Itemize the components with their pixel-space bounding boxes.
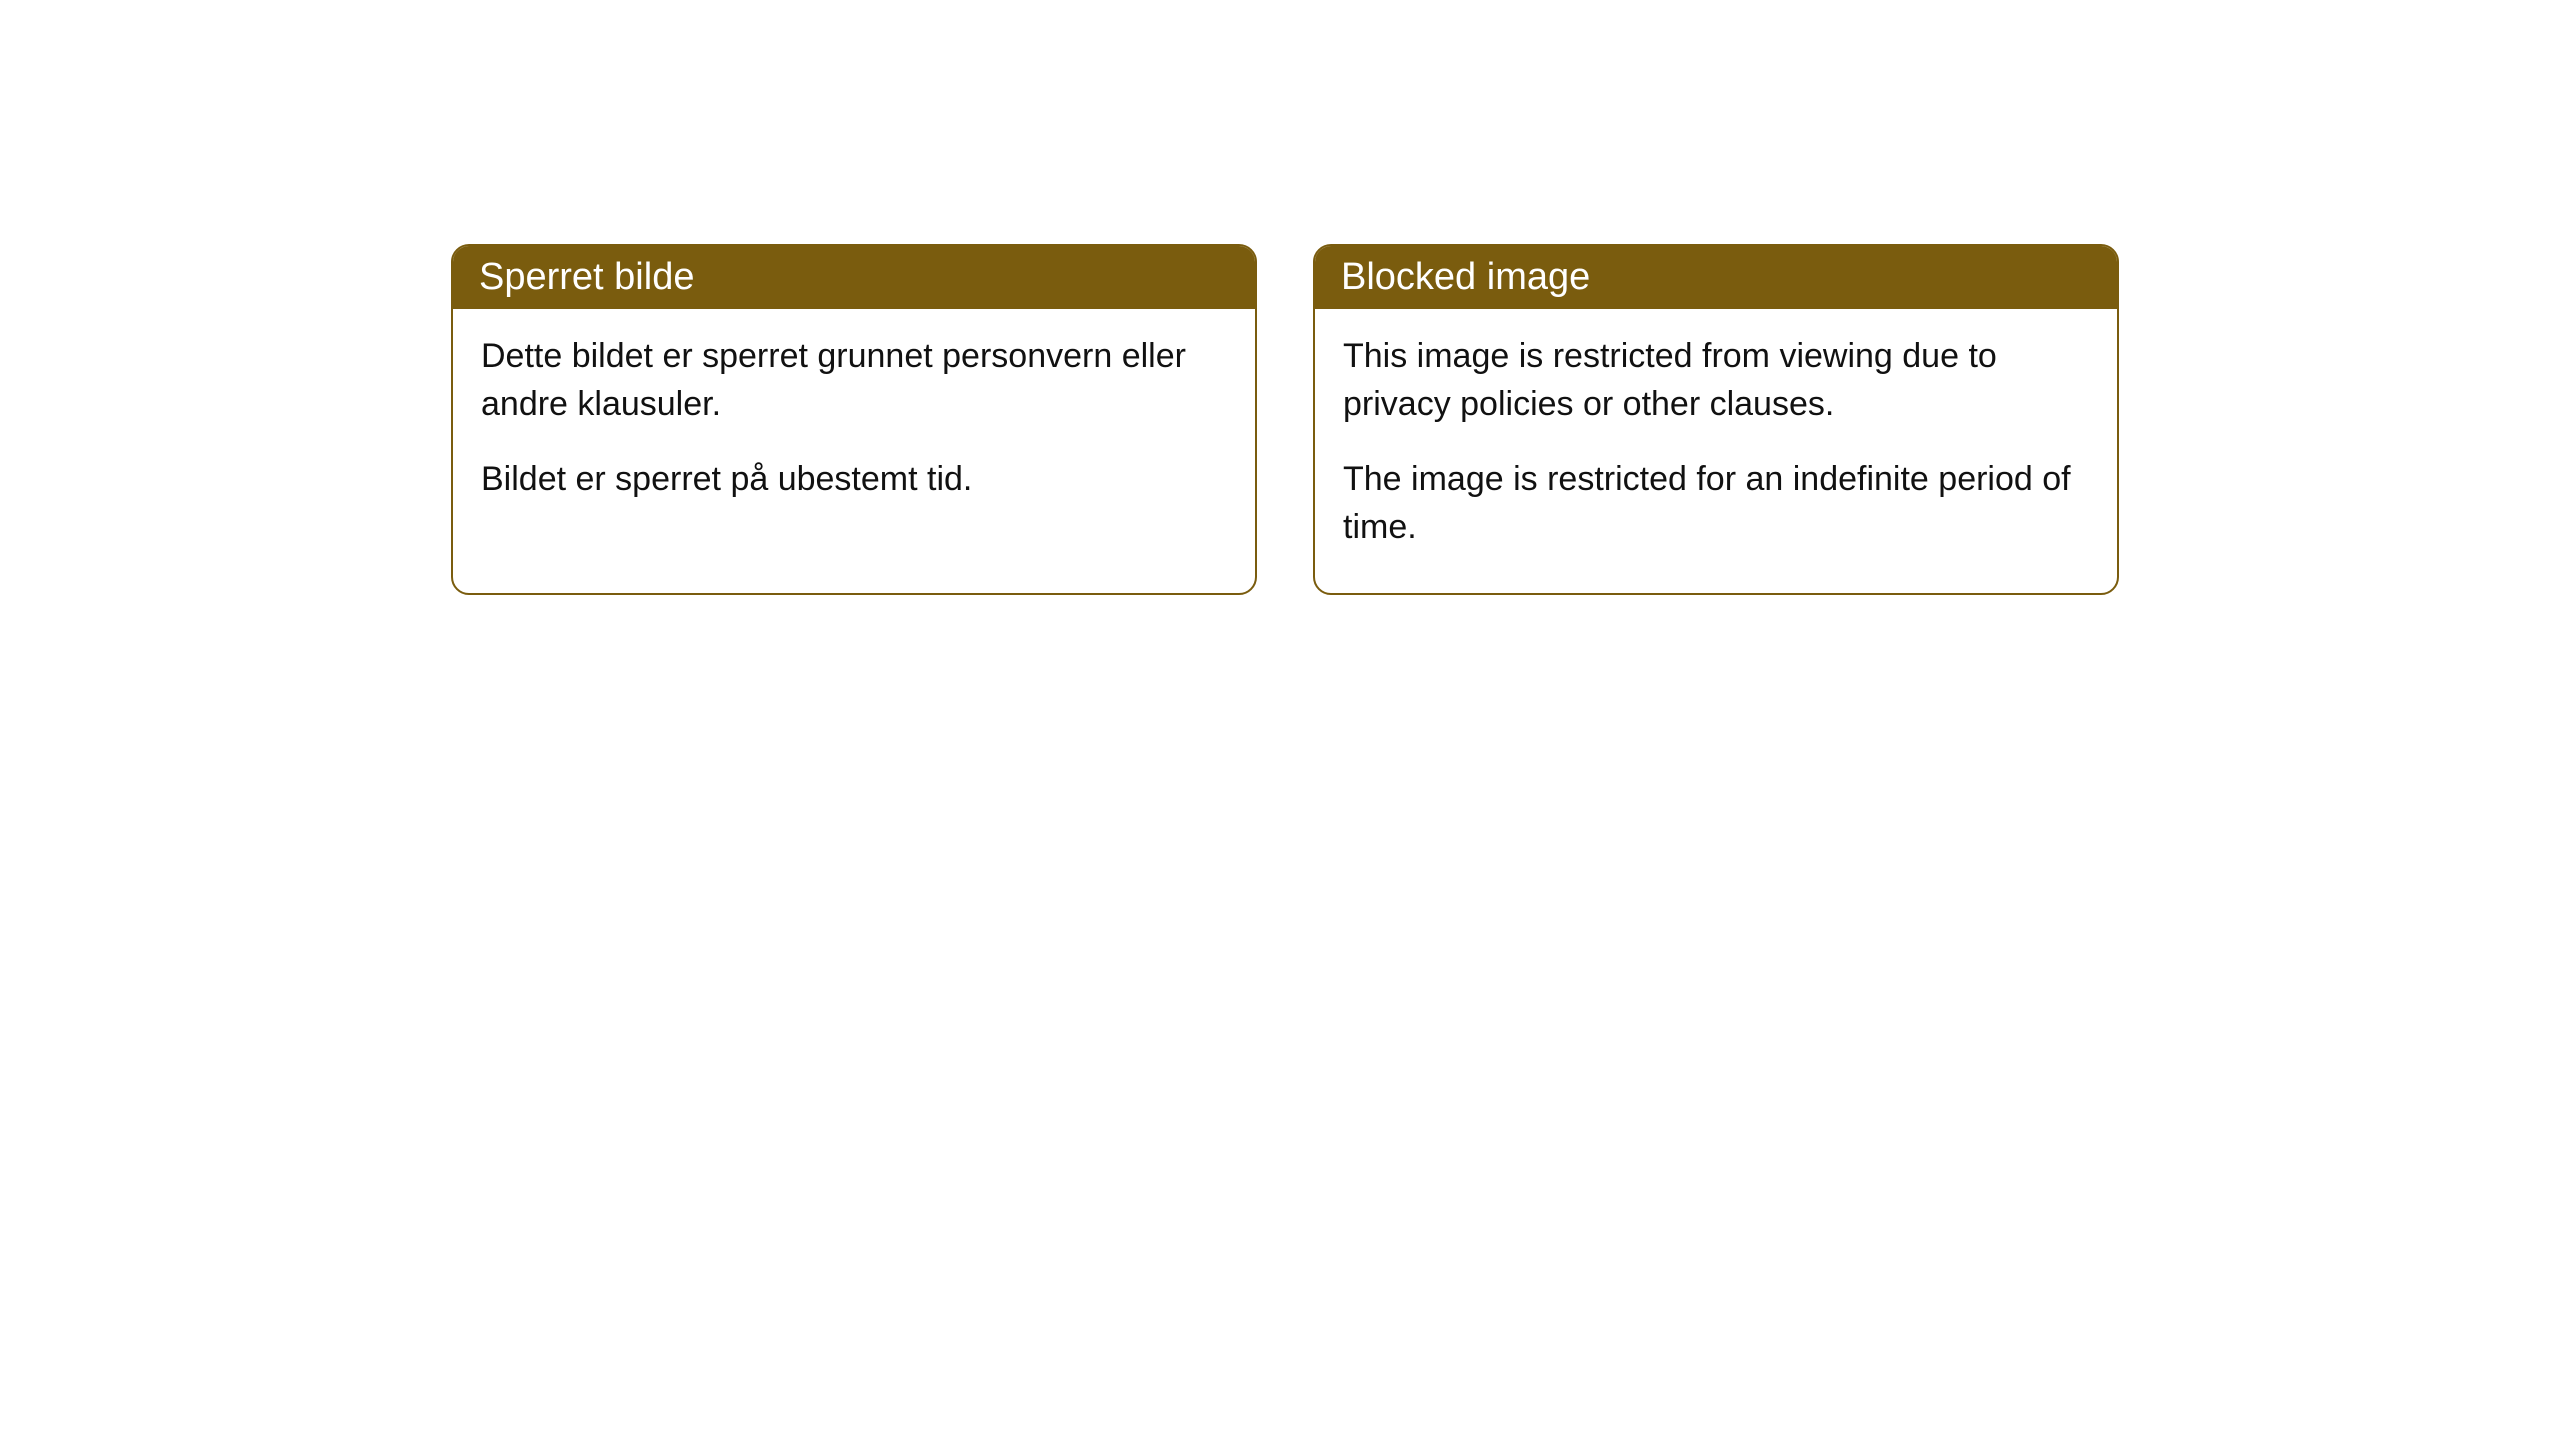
card-paragraph: Dette bildet er sperret grunnet personve… xyxy=(481,333,1227,428)
card-title: Blocked image xyxy=(1341,256,1590,298)
card-header-norwegian: Sperret bilde xyxy=(453,246,1255,309)
card-header-english: Blocked image xyxy=(1315,246,2117,309)
card-english: Blocked image This image is restricted f… xyxy=(1313,244,2119,595)
card-paragraph: This image is restricted from viewing du… xyxy=(1343,333,2089,428)
card-title: Sperret bilde xyxy=(479,256,694,298)
card-body-english: This image is restricted from viewing du… xyxy=(1315,309,2117,593)
cards-container: Sperret bilde Dette bildet er sperret gr… xyxy=(0,0,2560,595)
card-paragraph: The image is restricted for an indefinit… xyxy=(1343,456,2089,551)
card-norwegian: Sperret bilde Dette bildet er sperret gr… xyxy=(451,244,1257,595)
card-body-norwegian: Dette bildet er sperret grunnet personve… xyxy=(453,309,1255,546)
card-paragraph: Bildet er sperret på ubestemt tid. xyxy=(481,456,1227,504)
